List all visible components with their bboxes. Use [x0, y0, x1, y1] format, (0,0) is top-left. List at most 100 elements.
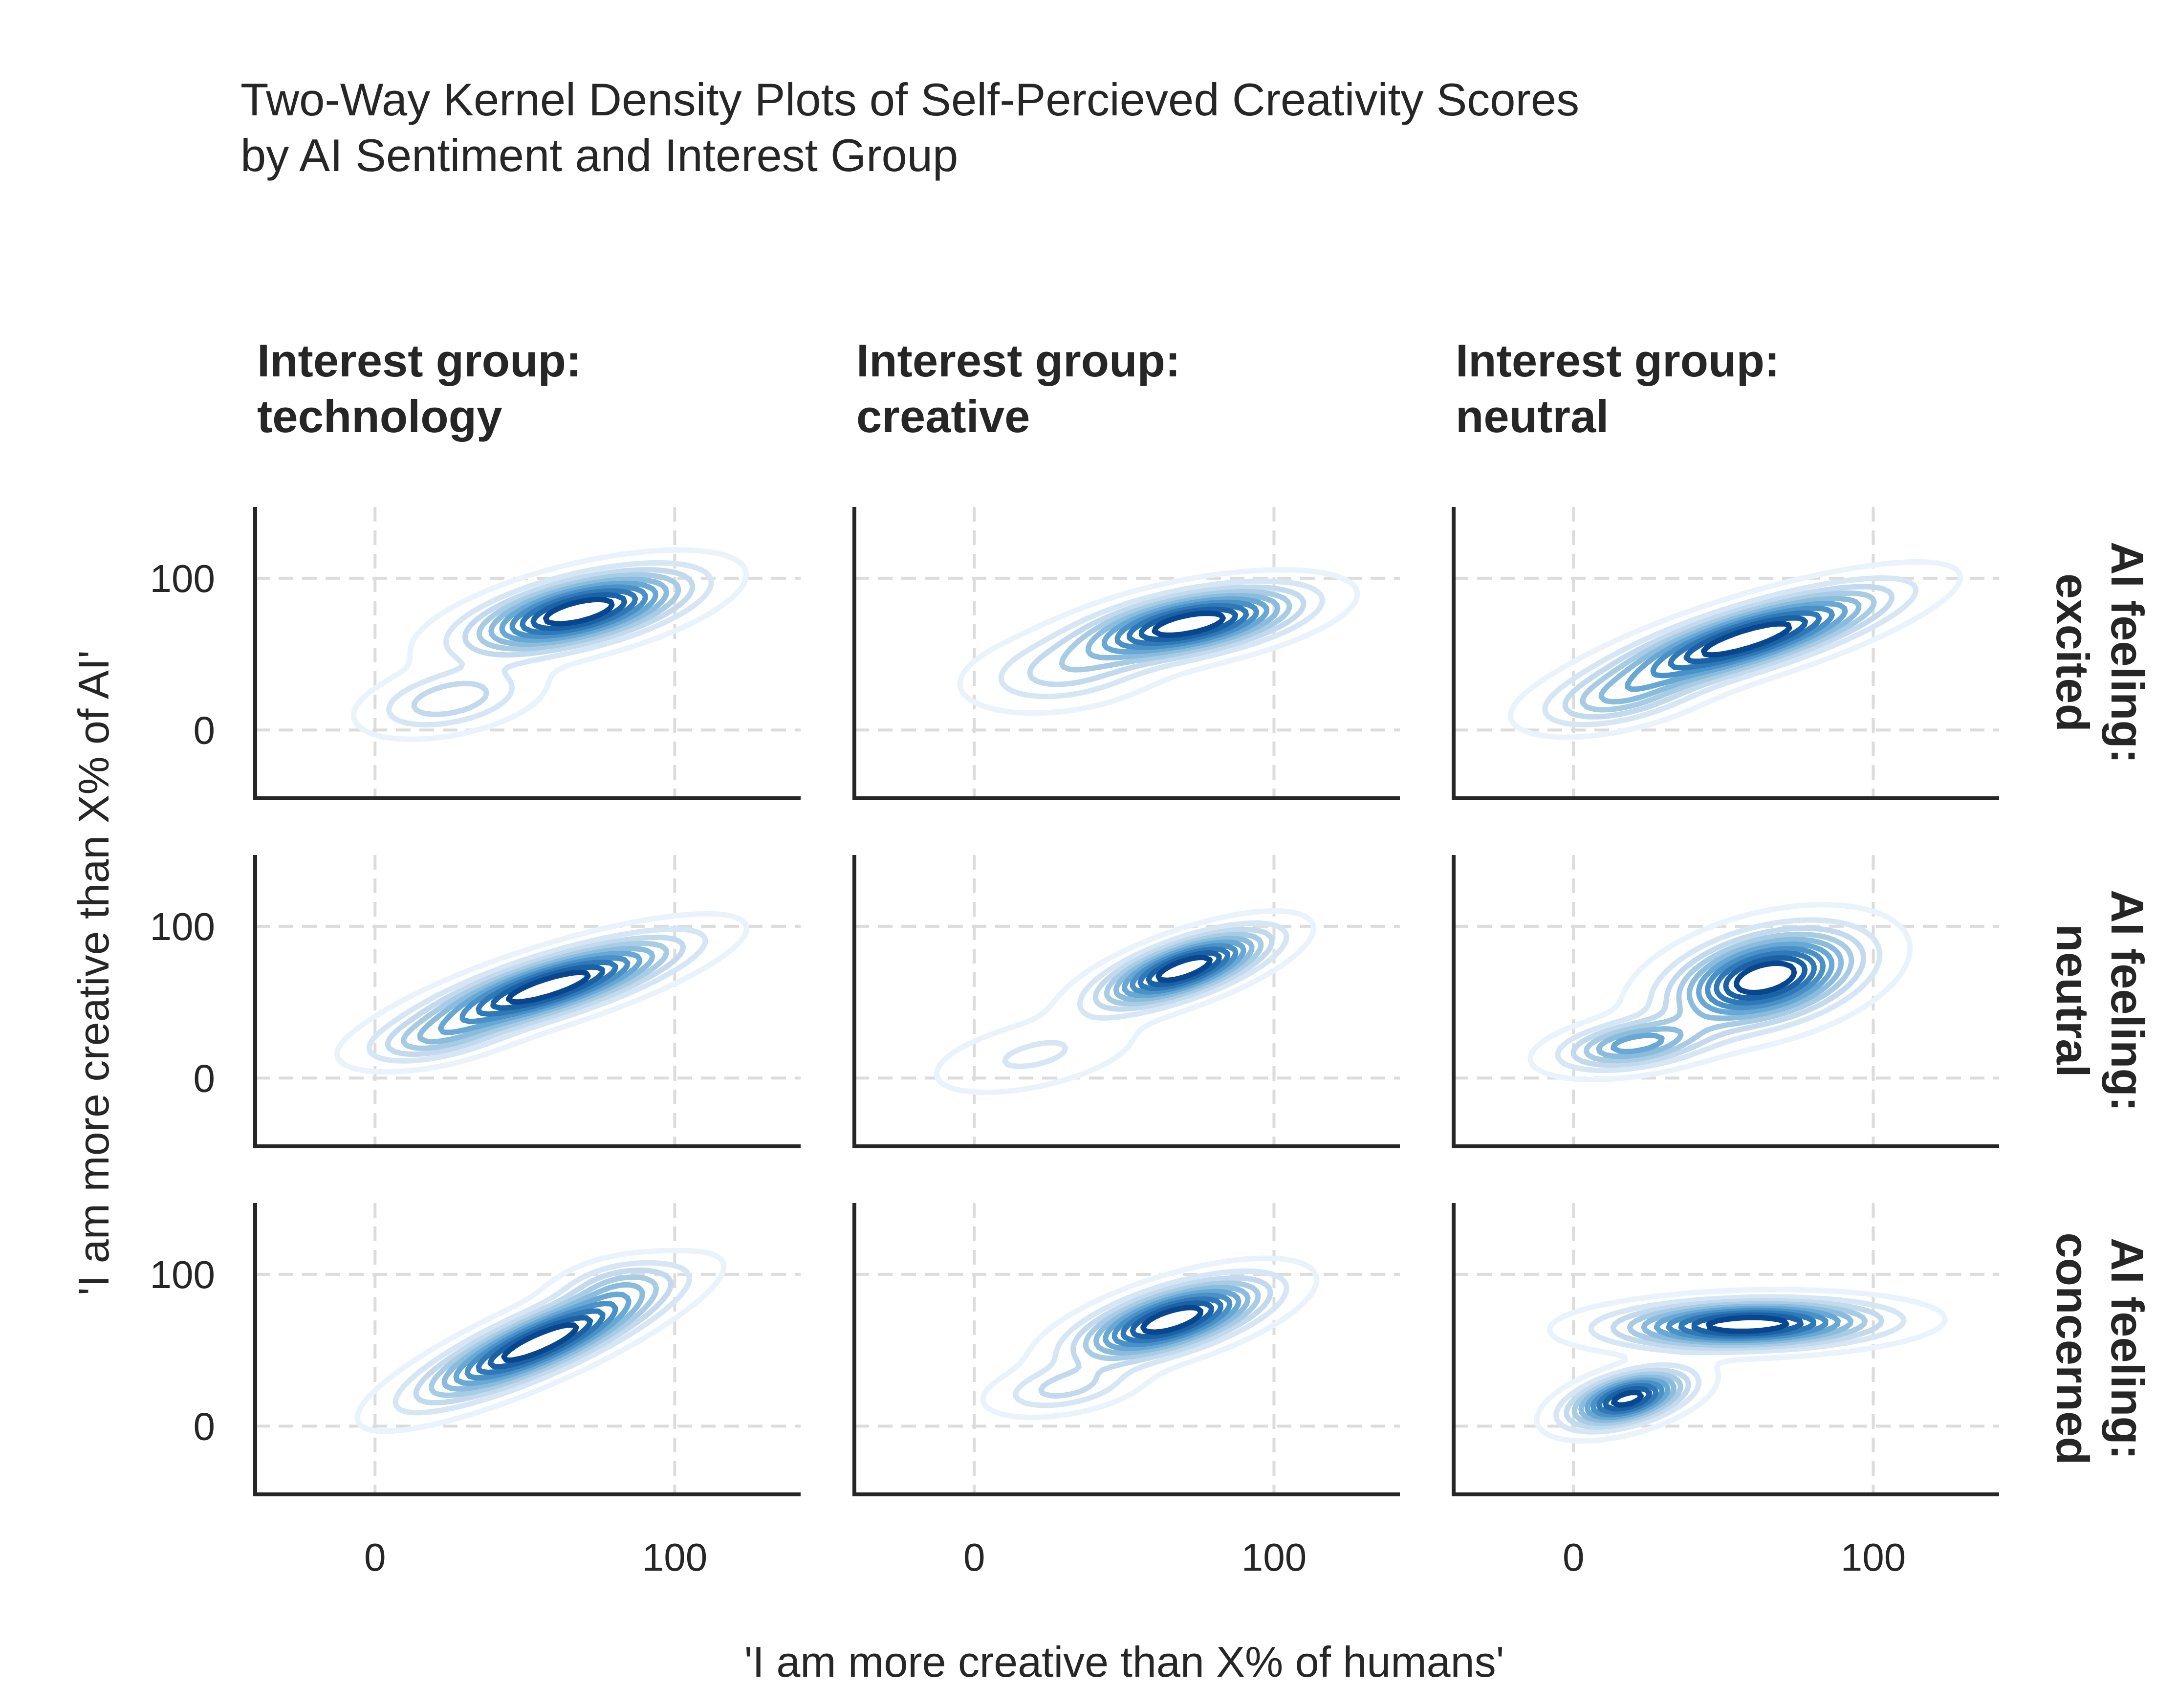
contour-level-1 [392, 1260, 692, 1416]
column-title-1-line-1: creative [856, 391, 1030, 442]
row-title-2-line-0: AI feeling: [2102, 1238, 2153, 1460]
contour-level-7 [1714, 950, 1817, 1006]
contour-level-3 [1083, 1280, 1261, 1361]
y-tick-label: 100 [150, 1253, 215, 1296]
contour-level-5 [1611, 942, 1835, 1054]
contour-level-4 [1085, 592, 1281, 660]
contour-level-9 [505, 969, 591, 1005]
contour-level-1 [366, 926, 708, 1064]
contour-level-0 [334, 911, 749, 1075]
contour-level-2 [1038, 1275, 1273, 1399]
contour-level-9 [543, 596, 615, 627]
axis-spine [253, 507, 801, 800]
x-tick-label: 0 [1563, 1535, 1585, 1579]
contour-level-2 [1570, 925, 1866, 1068]
column-title-0-line-0: Interest group: [257, 335, 581, 386]
contour-level-6 [1705, 946, 1826, 1010]
contour-level-9 [1140, 1305, 1204, 1335]
contour-level-6 [1114, 599, 1260, 650]
contour-level-8 [1723, 955, 1808, 1001]
contour-level-9 [1701, 621, 1792, 658]
row-title-1-line-1: neutral [2047, 924, 2098, 1077]
contour-level-5 [499, 580, 658, 643]
panel-r2-c1 [852, 1203, 1400, 1496]
contour-level-1 [1555, 917, 1883, 1073]
x-tick-label: 100 [642, 1535, 707, 1579]
axis-spine [1452, 507, 1999, 800]
contour-level-9 [1155, 955, 1213, 983]
contour-level-9 [501, 1322, 579, 1363]
y-tick-label: 0 [194, 1056, 216, 1100]
contour-level-4 [1093, 1285, 1251, 1356]
x-axis-label: 'I am more creative than X% of humans' [744, 1638, 1504, 1686]
axis-spine [253, 855, 801, 1148]
contour-level-3 [401, 941, 669, 1051]
contour-level-0 [1508, 559, 1963, 740]
row-title-0-line-1: excited [2047, 573, 2098, 732]
contour-level-8 [487, 1315, 593, 1370]
row-title-1-line-0: AI feeling: [2102, 890, 2153, 1112]
contour-level-1 [1553, 1294, 1907, 1435]
panel-r1-c0 [253, 855, 801, 1148]
contour-level-9 [1152, 611, 1226, 638]
contour-level-7 [520, 588, 638, 635]
contour-level-5 [1625, 601, 1848, 692]
row-title-2-line-1: concerned [2047, 1232, 2098, 1465]
contour-level-3 [1059, 589, 1292, 673]
figure-title-line-2: by AI Sentiment and Interest Group [240, 130, 958, 181]
contour-level-2 [1562, 584, 1895, 720]
axis-spine [1452, 1203, 1999, 1496]
column-title-2-line-0: Interest group: [1456, 335, 1780, 386]
contour-level-2 [413, 1268, 674, 1406]
contour-level-7 [1127, 603, 1249, 646]
contour-level-0 [1534, 1287, 1948, 1444]
x-tick-label: 100 [1241, 1535, 1307, 1579]
axis-spine [1452, 855, 1999, 1148]
contour-level-8 [530, 592, 628, 631]
contour-level-4 [441, 1282, 645, 1392]
contour-level-2 [1092, 927, 1275, 1012]
panel-r1-c1 [852, 855, 1400, 1148]
contour-level-8 [490, 964, 605, 1011]
contour-level-3 [1583, 931, 1854, 1064]
contour-level-0 [957, 567, 1360, 716]
contour-level-5 [1101, 596, 1269, 655]
contour-level-0 [934, 908, 1316, 1095]
y-tick-label: 100 [150, 557, 215, 600]
panel-r1-c2 [1452, 855, 1999, 1148]
y-axis-label: 'I am more creative than X% of AI' [69, 650, 118, 1295]
contour-level-1 [1002, 920, 1289, 1069]
panel-r0-c0 [253, 507, 801, 800]
contour-level-4 [1596, 937, 1844, 1059]
contour-level-8 [1146, 950, 1222, 987]
y-tick-label: 0 [194, 1404, 216, 1448]
panel-r2-c0 [253, 1203, 801, 1496]
contour-level-3 [429, 1274, 659, 1398]
contour-level-5 [1122, 940, 1246, 998]
contour-level-0 [354, 1248, 727, 1434]
contour-level-5 [1103, 1289, 1241, 1352]
contour-level-7 [476, 960, 618, 1017]
contour-level-0 [351, 547, 749, 742]
y-tick-label: 100 [150, 905, 215, 948]
contour-level-0 [980, 1255, 1320, 1420]
contour-level-4 [417, 946, 655, 1045]
contour-level-3 [1580, 590, 1877, 713]
panel-r2-c2 [1452, 1203, 1999, 1496]
contour-level-9 [1734, 961, 1797, 995]
contour-level-1 [386, 560, 714, 728]
panel-r0-c2 [1452, 507, 1999, 800]
contour-level-7 [1668, 610, 1822, 671]
contour-level-2 [1564, 1298, 1885, 1430]
contour-level-2 [411, 567, 696, 717]
contour-level-6 [509, 584, 648, 639]
axis-spine [852, 507, 1400, 800]
contour-level-0 [1527, 902, 1913, 1083]
y-tick-label: 0 [194, 708, 216, 752]
contour-level-3 [1104, 932, 1264, 1007]
column-title-2-line-1: neutral [1456, 391, 1609, 442]
contour-level-3 [476, 572, 681, 652]
x-tick-label: 0 [364, 1535, 386, 1579]
contour-level-9 [1611, 1314, 1789, 1408]
